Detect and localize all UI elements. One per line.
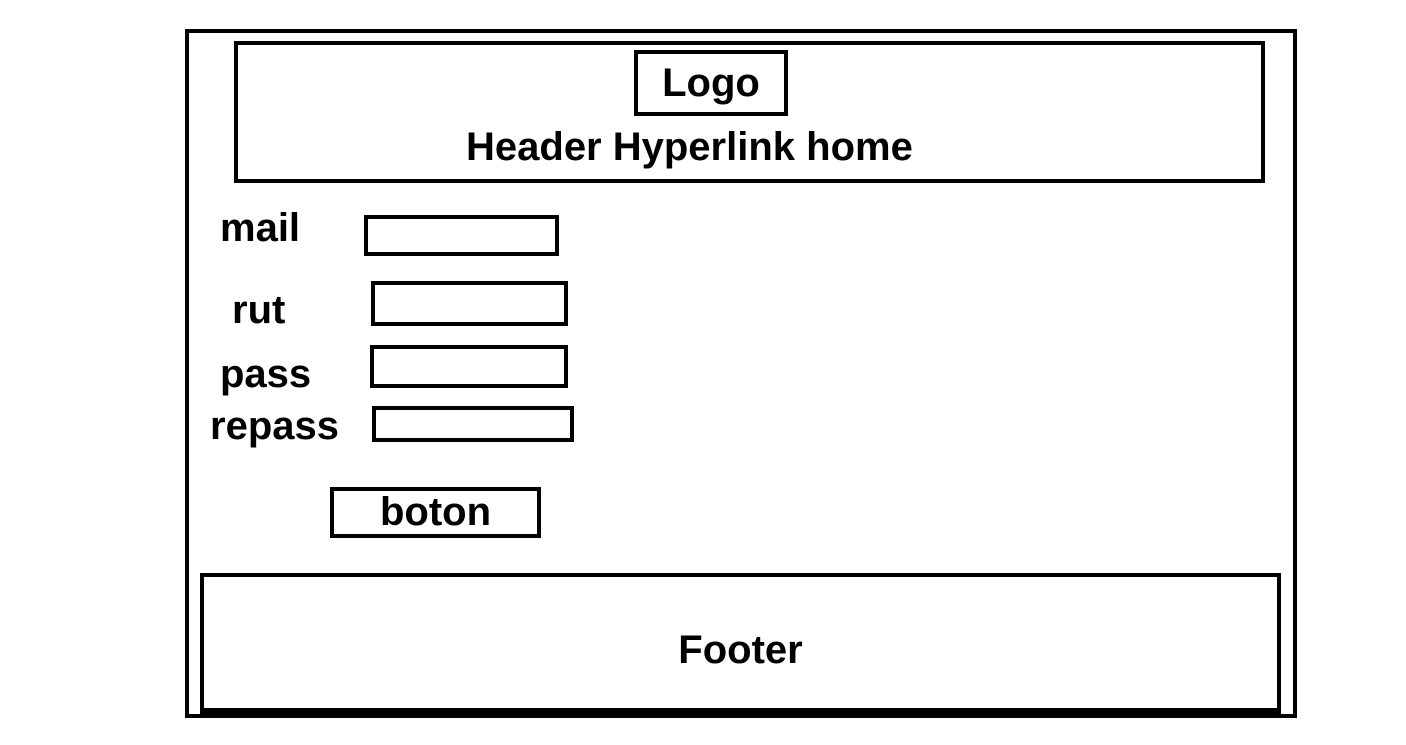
- logo-text: Logo: [662, 60, 760, 105]
- mail-label: mail: [220, 206, 301, 250]
- rut-input[interactable]: [371, 281, 568, 326]
- repass-input[interactable]: [372, 406, 574, 442]
- submit-button[interactable]: boton: [330, 487, 541, 538]
- pass-label: pass: [220, 352, 312, 396]
- footer: Footer: [200, 573, 1281, 714]
- repass-label: repass: [210, 404, 339, 448]
- header-home-link[interactable]: Header Hyperlink home: [466, 124, 913, 169]
- rut-label: rut: [232, 288, 286, 332]
- page-frame: [185, 29, 1297, 718]
- footer-text: Footer: [678, 628, 803, 672]
- logo: Logo: [634, 50, 788, 116]
- header: [234, 41, 1265, 183]
- mail-input[interactable]: [364, 215, 559, 256]
- pass-input[interactable]: [370, 345, 568, 388]
